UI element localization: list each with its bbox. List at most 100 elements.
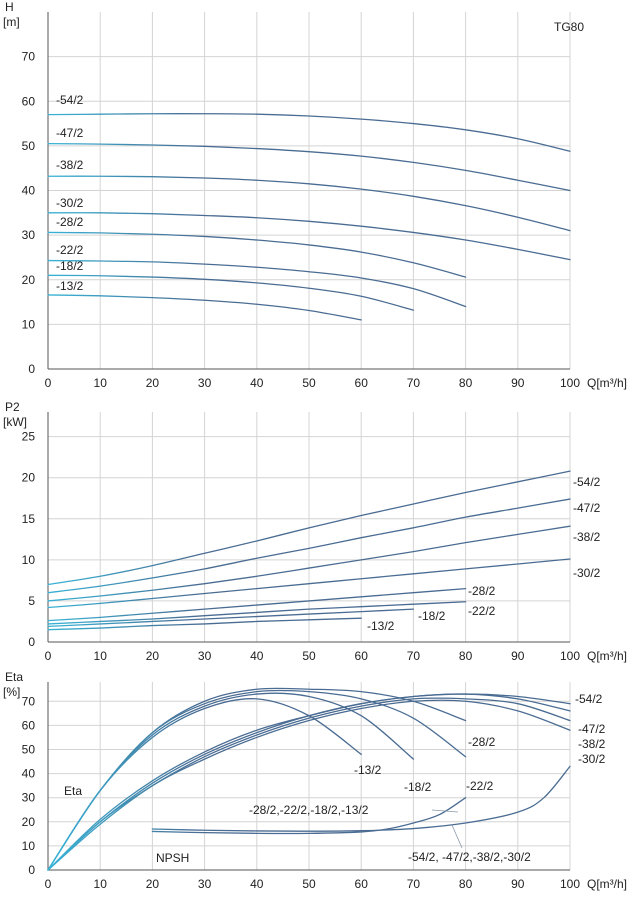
power-yaxis-label: P2 — [5, 400, 20, 414]
head-series-label-54-2: -54/2 — [56, 93, 84, 107]
efficiency-xtick-label-80: 80 — [459, 877, 473, 891]
efficiency-xtick-label-60: 60 — [355, 877, 369, 891]
head-series-38-2 — [47, 175, 571, 232]
head-chart: 0 10 20 30 40 50 60 70 80 90 100 0 10 20 30 40 50 60 70 Q[m… — [3, 0, 627, 390]
head-xtick-label-40: 40 — [250, 376, 264, 390]
power-series-label-22-2: -22/2 — [468, 604, 496, 618]
head-yaxis-label: H — [5, 0, 14, 14]
head-series-label-38-2: -38/2 — [56, 158, 84, 172]
head-series-18-2 — [47, 274, 415, 311]
head-series-label-18-2: -18/2 — [56, 259, 84, 273]
power-ytick-label-15: 15 — [22, 512, 36, 526]
head-xtick-label-100: 100 — [560, 376, 580, 390]
power-series-label-47-2: -47/2 — [573, 501, 601, 515]
efficiency-series-38-2-eta — [47, 697, 571, 871]
power-series-label-18-2: -18/2 — [418, 609, 446, 623]
power-series-label-38-2: -38/2 — [573, 530, 601, 544]
power-xtick-label-0: 0 — [45, 649, 52, 663]
efficiency-curve-label-eta: Eta — [64, 784, 82, 798]
power-ytick-label-20: 20 — [22, 471, 36, 485]
power-xtick-label-100: 100 — [560, 649, 580, 663]
power-series-54-2 — [47, 470, 571, 586]
head-series-13-2 — [47, 294, 362, 321]
efficiency-xtick-label-20: 20 — [146, 877, 160, 891]
head-series-label-22-2: -22/2 — [56, 243, 84, 257]
efficiency-xtick-label-70: 70 — [407, 877, 421, 891]
efficiency-xtick-label-90: 90 — [511, 877, 525, 891]
power-yaxis-unit: [kW] — [3, 415, 27, 429]
head-xtick-label-80: 80 — [459, 376, 473, 390]
head-series-label-30-2: -30/2 — [56, 196, 84, 210]
power-series-label-28-2: -28/2 — [468, 584, 496, 598]
power-xtick-label-20: 20 — [146, 649, 160, 663]
head-series-22-2 — [47, 259, 467, 308]
head-series-label-28-2: -28/2 — [56, 215, 84, 229]
power-series-38-2 — [47, 525, 571, 602]
head-xtick-label-90: 90 — [511, 376, 525, 390]
head-xtick-label-30: 30 — [198, 376, 212, 390]
power-series-label-54-2: -54/2 — [573, 475, 601, 489]
head-xtick-label-10: 10 — [94, 376, 108, 390]
efficiency-xtick-label-0: 0 — [45, 877, 52, 891]
head-series-54-2 — [47, 113, 571, 152]
head-ytick-label-40: 40 — [22, 184, 36, 198]
efficiency-ytick-label-60: 60 — [22, 718, 36, 732]
head-series-28-2 — [47, 231, 467, 278]
head-xtick-label-50: 50 — [302, 376, 316, 390]
efficiency-leader-54-2-47-2-38-2-30-2 — [451, 824, 463, 849]
power-xaxis-label: Q[m³/h] — [587, 649, 627, 663]
efficiency-series-label-38-2: -38/2 — [578, 737, 606, 751]
power-series-13-2 — [47, 617, 362, 631]
power-xtick-label-80: 80 — [459, 649, 473, 663]
efficiency-ytick-label-70: 70 — [22, 694, 36, 708]
head-series-label-47-2: -47/2 — [56, 126, 84, 140]
power-xtick-label-60: 60 — [355, 649, 369, 663]
efficiency-ytick-label-0: 0 — [28, 863, 35, 877]
head-ytick-label-70: 70 — [22, 50, 36, 64]
efficiency-xtick-label-30: 30 — [198, 877, 212, 891]
head-ytick-label-10: 10 — [22, 317, 36, 331]
power-xtick-label-10: 10 — [94, 649, 108, 663]
head-series-label-13-2: -13/2 — [56, 279, 84, 293]
efficiency-ytick-label-10: 10 — [22, 839, 36, 853]
power-ytick-label-5: 5 — [28, 594, 35, 608]
power-series-22-2 — [47, 601, 467, 625]
power-series-28-2 — [47, 587, 467, 622]
efficiency-series-label-54-2-47-2-38-2-30-2: -54/2, -47/2,-38/2,-30/2 — [408, 850, 531, 864]
head-series-30-2 — [47, 212, 571, 261]
efficiency-series-label-18-2: -18/2 — [404, 780, 432, 794]
power-series-label-13-2: -13/2 — [367, 619, 395, 633]
efficiency-series-54-2-47-2-38-2-30-2-npsh — [151, 765, 571, 832]
head-ytick-label-20: 20 — [22, 273, 36, 287]
efficiency-chart: 0 10 20 30 40 50 60 70 80 90 100 0 10 20 30 40 50 60 70 Q[m… — [3, 670, 627, 891]
efficiency-series-label-28-2-22-2-18-2-13-2: -28/2,-22/2,-18/2,-13/2 — [249, 803, 369, 817]
efficiency-ytick-label-50: 50 — [22, 742, 36, 756]
head-series-47-2 — [47, 142, 571, 192]
power-series-label-30-2: -30/2 — [573, 566, 601, 580]
efficiency-leader-28-2-22-2-18-2-13-2 — [431, 809, 459, 813]
head-xtick-label-0: 0 — [45, 376, 52, 390]
efficiency-xtick-label-10: 10 — [94, 877, 108, 891]
efficiency-xaxis-label: Q[m³/h] — [587, 877, 627, 891]
efficiency-ytick-label-30: 30 — [22, 791, 36, 805]
efficiency-xtick-label-100: 100 — [560, 877, 580, 891]
head-ytick-label-60: 60 — [22, 94, 36, 108]
power-xtick-label-50: 50 — [302, 649, 316, 663]
efficiency-series-18-2-eta — [47, 692, 415, 871]
power-ytick-label-0: 0 — [28, 635, 35, 649]
efficiency-yaxis-label: Eta — [5, 670, 23, 684]
power-xtick-label-40: 40 — [250, 649, 264, 663]
efficiency-ytick-label-20: 20 — [22, 815, 36, 829]
head-xaxis-label: Q[m³/h] — [587, 376, 627, 390]
efficiency-series-28-2-eta — [47, 687, 467, 871]
power-series-18-2 — [47, 608, 415, 628]
power-ytick-label-10: 10 — [22, 553, 36, 567]
efficiency-yaxis-unit: [%] — [3, 685, 20, 699]
head-ytick-label-30: 30 — [22, 228, 36, 242]
efficiency-series-30-2-eta — [47, 699, 571, 871]
head-yaxis-unit: [m] — [3, 15, 20, 29]
head-ytick-label-0: 0 — [28, 362, 35, 376]
efficiency-series-label-22-2: -22/2 — [466, 779, 494, 793]
efficiency-series-label-28-2: -28/2 — [468, 735, 496, 749]
